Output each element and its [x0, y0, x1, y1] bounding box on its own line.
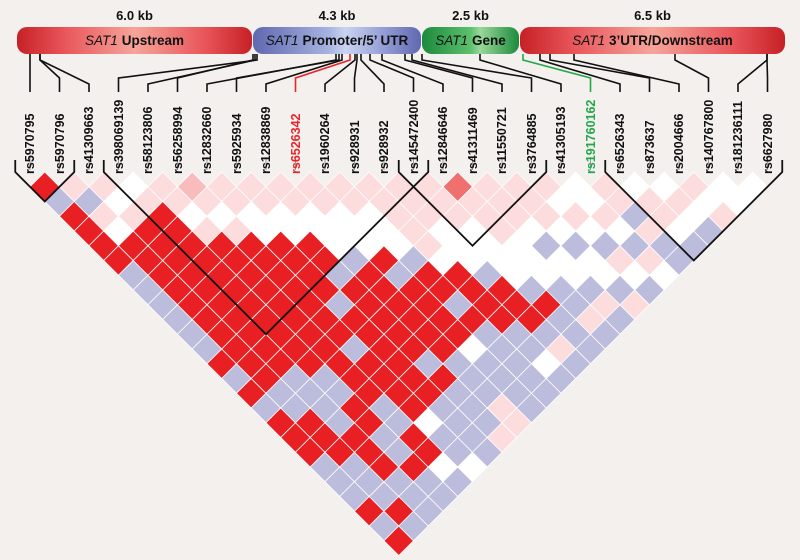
haplotype-block-outline: [14, 160, 76, 203]
region-size: 4.3 kb: [318, 8, 356, 23]
haplotype-block-outline: [604, 160, 784, 262]
region-2: SAT1 Gene: [422, 27, 519, 54]
gene-name: SAT1: [572, 33, 605, 48]
gene-name: SAT1: [435, 33, 468, 48]
region-1: SAT1 Promoter/5’ UTR: [253, 27, 421, 54]
haplotype-block-outline: [397, 160, 548, 248]
region-3: SAT1 3’UTR/Downstream: [520, 27, 785, 54]
region-size: 2.5 kb: [452, 8, 489, 23]
region-label: Upstream: [121, 33, 185, 48]
region-label: Promoter/5’ UTR: [302, 33, 409, 48]
gene-name: SAT1: [84, 33, 118, 48]
region-0: SAT1 Upstream: [17, 27, 252, 54]
region-label: Gene: [472, 33, 506, 48]
haplotype-block-outline: [102, 160, 430, 336]
region-size: 6.5 kb: [634, 8, 671, 23]
region-size: 6.0 kb: [116, 8, 153, 23]
region-label: 3’UTR/Downstream: [608, 33, 733, 48]
gene-name: SAT1: [265, 33, 299, 48]
